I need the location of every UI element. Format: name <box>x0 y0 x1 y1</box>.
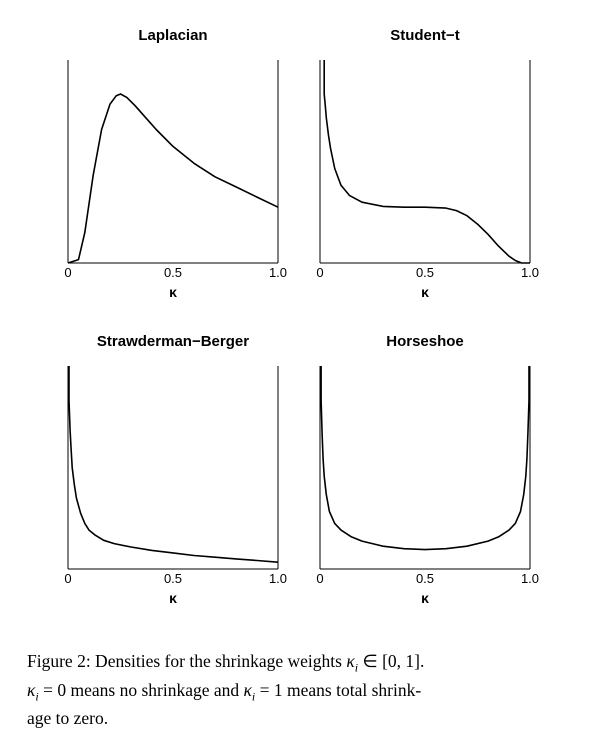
density-curve <box>323 60 530 264</box>
x-tick-label: 1.0 <box>269 571 287 586</box>
caption-text: ∈ [0, 1]. <box>358 651 425 671</box>
x-tick-label: 1.0 <box>521 571 539 586</box>
figure-svg: Laplacian 0 0.5 1.0 κ Student−t 0 0.5 1.0 κ Strawd… <box>64 27 539 606</box>
density-curve <box>320 366 530 551</box>
caption-kappa: κ <box>346 651 355 671</box>
density-curve <box>67 93 279 264</box>
x-tick-label: 0.5 <box>164 265 182 280</box>
caption-kappa: κ <box>243 679 252 700</box>
caption-text: Figure 2: Densities for the shrinkage we… <box>27 651 347 671</box>
panel-title: Strawderman−Berger <box>97 333 249 350</box>
x-tick-label: 0.5 <box>416 265 434 280</box>
caption-line-3: age to zero. <box>27 707 577 729</box>
caption-text: = 1 means total shrink- <box>255 679 422 700</box>
panel-title: Student−t <box>390 27 460 44</box>
caption-line-1: Figure 2: Densities for the shrinkage we… <box>27 650 577 679</box>
x-tick-label: 0.5 <box>164 571 182 586</box>
caption-text: = 0 means no shrinkage and <box>38 679 244 700</box>
figure: Laplacian 0 0.5 1.0 κ Student−t 0 0.5 1.0 κ Strawd… <box>64 27 539 606</box>
x-tick-label: 0 <box>316 571 323 586</box>
caption-subscript: i <box>251 689 256 703</box>
density-curve <box>68 366 279 563</box>
x-axis-label: κ <box>421 284 429 300</box>
caption-subscript: i <box>354 660 359 675</box>
x-axis-label: κ <box>169 284 177 300</box>
x-tick-label: 1.0 <box>269 265 287 280</box>
panel-title: Horseshoe <box>386 333 464 350</box>
caption-line-2: κi = 0 means no shrinkage and κi = 1 mea… <box>27 679 577 708</box>
panel-title: Laplacian <box>138 27 207 44</box>
x-tick-label: 0 <box>64 265 71 280</box>
caption-text: age to zero. <box>27 708 109 728</box>
x-tick-label: 0.5 <box>416 571 434 586</box>
caption-kappa: κ <box>27 679 36 700</box>
x-tick-label: 0 <box>64 571 71 586</box>
x-axis-label: κ <box>169 590 177 606</box>
x-axis-label: κ <box>421 590 429 606</box>
x-tick-label: 1.0 <box>521 265 539 280</box>
caption-subscript: i <box>35 689 39 703</box>
figure-caption: Figure 2: Densities for the shrinkage we… <box>27 650 577 729</box>
x-tick-label: 0 <box>316 265 323 280</box>
